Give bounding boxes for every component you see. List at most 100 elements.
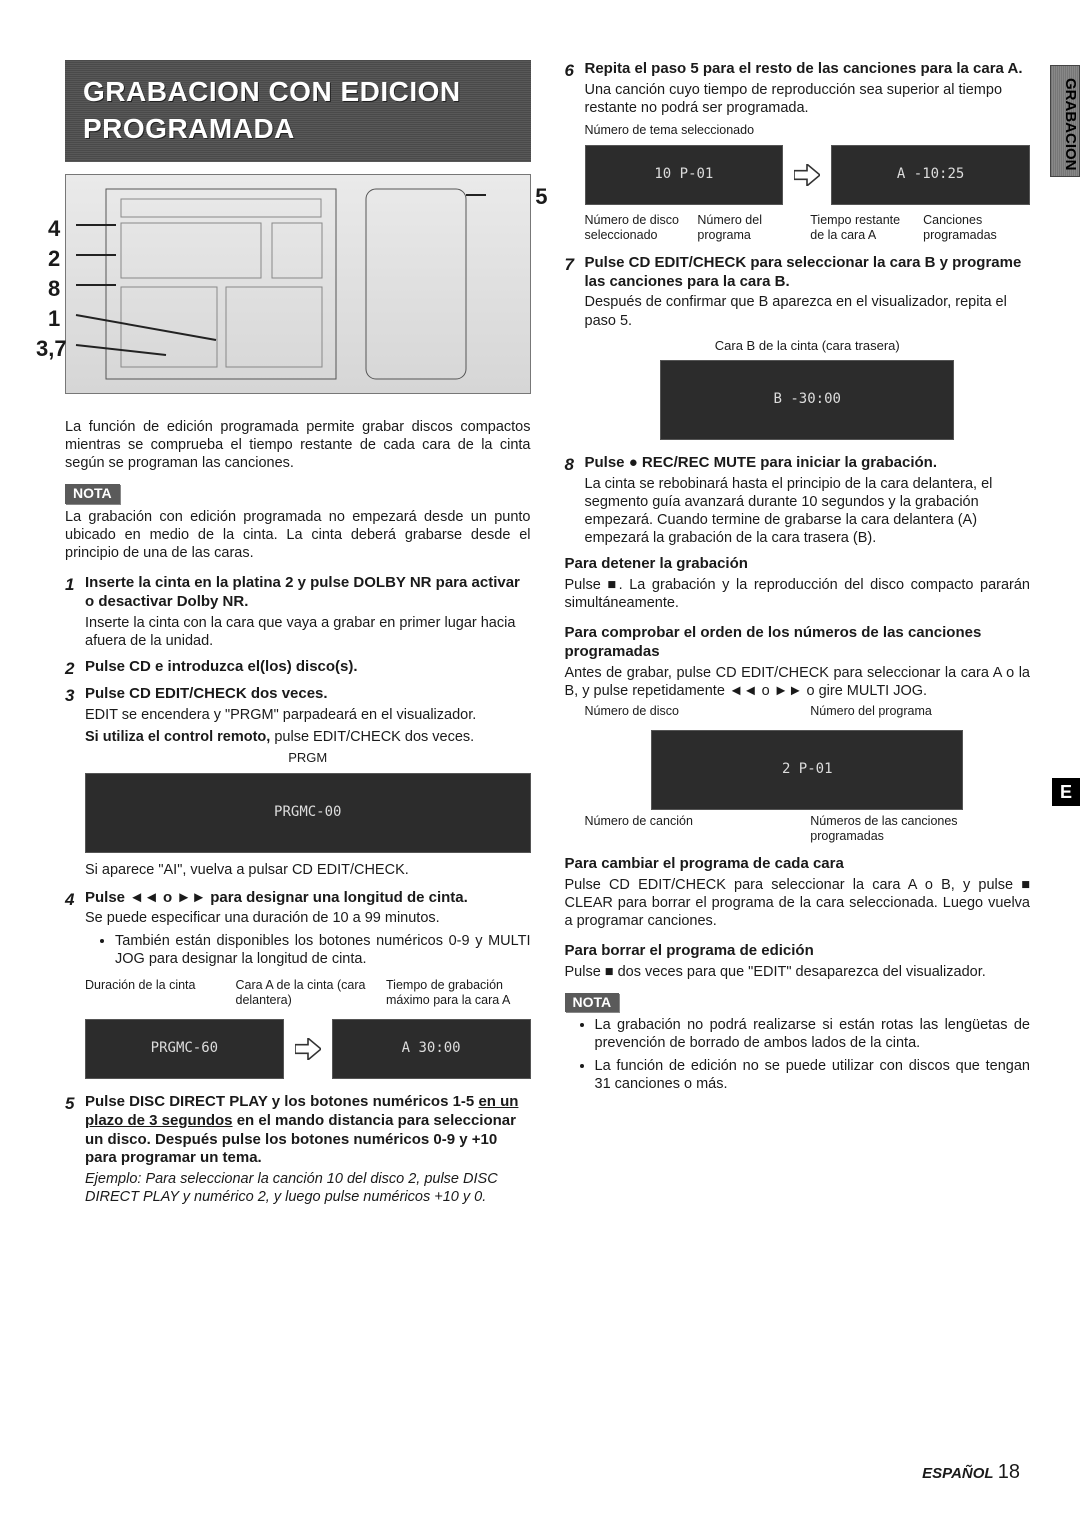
step-5-num: 5 [65, 1093, 85, 1206]
step-7: 7 Pulse CD EDIT/CHECK para seleccionar l… [565, 254, 1031, 448]
step-3-body2a: Si utiliza el control remoto, [85, 729, 270, 745]
step-4: 4 Pulse ◄◄ o ►► para designar una longit… [65, 889, 531, 1087]
step-4-body: Se puede especificar una duración de 10 … [85, 909, 531, 927]
check-cR: Número del programa [810, 704, 1030, 720]
step-5: 5 Pulse DISC DIRECT PLAY y los botones n… [65, 1093, 531, 1206]
cap-duration: Duración de la cinta [85, 978, 230, 1009]
s6-displays: 10 P-01 A -10:25 [585, 145, 1031, 205]
step-7-body: Después de confirmar que B aparezca en e… [585, 293, 1031, 329]
step-6-num: 6 [565, 60, 585, 117]
step-3: 3 Pulse CD EDIT/CHECK dos veces. EDIT se… [65, 685, 531, 882]
fb-2: La función de edición no se puede utiliz… [595, 1057, 1031, 1093]
step-6-body: Una canción cuyo tiempo de reproducción … [585, 81, 1031, 117]
step-2-num: 2 [65, 658, 85, 679]
check-caps-top: Número de disco Número del programa [585, 704, 1031, 720]
callout-8: 8 [48, 275, 60, 303]
display-check: 2 P-01 [651, 730, 963, 810]
change-body: Pulse CD EDIT/CHECK para seleccionar la … [565, 876, 1031, 930]
cap-maxtime: Tiempo de grabación máximo para la cara … [386, 978, 531, 1009]
step-8-head-b: REC/REC MUTE para iniciar la grabación. [638, 454, 937, 471]
nota-text-1: La grabación con edición programada no e… [65, 508, 531, 562]
step-5-head-a: Pulse DISC DIRECT PLAY y los botones num… [85, 1093, 478, 1110]
step-2: 2 Pulse CD e introduzca el(los) disco(s)… [65, 658, 531, 679]
hero-figure: 4 2 8 1 3,7 5 [65, 174, 531, 394]
step-8-body: La cinta se rebobinará hasta el principi… [585, 475, 1031, 548]
step-1-body: Inserte la cinta con la cara que vaya a … [85, 614, 531, 650]
step-7-head: Pulse CD EDIT/CHECK para seleccionar la … [585, 254, 1031, 292]
step-7-num: 7 [565, 254, 585, 448]
s7-cap: Cara B de la cinta (cara trasera) [585, 338, 1031, 354]
step-4-num: 4 [65, 889, 85, 1087]
step-2-head: Pulse CD e introduzca el(los) disco(s). [85, 658, 531, 677]
step-3-head: Pulse CD EDIT/CHECK dos veces. [85, 685, 531, 704]
step-8-head-a: Pulse [585, 454, 629, 471]
step-3-num: 3 [65, 685, 85, 882]
step-3-body1: EDIT se encendera y "PRGM" parpadeará en… [85, 706, 531, 724]
display-a30: A 30:00 [332, 1019, 531, 1079]
step-4-head-c: para designar una longitud de cinta. [206, 889, 468, 906]
step-5-head: Pulse DISC DIRECT PLAY y los botones num… [85, 1093, 531, 1168]
check-cBL: Número de canción [585, 814, 805, 845]
hero-svg [66, 175, 530, 393]
fwd-icon: ►► [176, 889, 206, 906]
step-8-num: 8 [565, 454, 585, 547]
nota-badge-2: NOTA [565, 993, 620, 1013]
step-6: 6 Repita el paso 5 para el resto de las … [565, 60, 1031, 117]
s6-c3: Tiempo restante de la cara A [810, 213, 917, 244]
display-c60: PRGMC-60 [85, 1019, 284, 1079]
intro-paragraph: La función de edición programada permite… [65, 418, 531, 472]
rec-icon: ● [629, 454, 638, 471]
title-line2: PROGRAMADA [83, 111, 513, 146]
step-1-head: Inserte la cinta en la platina 2 y pulse… [85, 574, 531, 612]
callout-1: 1 [48, 305, 60, 333]
step-4-head-b: o [159, 889, 177, 906]
clear-body: Pulse ■ dos veces para que "EDIT" desapa… [565, 963, 1031, 981]
display-p01: 10 P-01 [585, 145, 784, 205]
clear-head: Para borrar el programa de edición [565, 942, 1031, 961]
fb-1: La grabación no podrá realizarse si está… [595, 1016, 1031, 1052]
step-4-captions: Duración de la cinta Cara A de la cinta … [85, 978, 531, 1009]
callout-2: 2 [48, 245, 60, 273]
step-3-body2: Si utiliza el control remoto, pulse EDIT… [85, 728, 531, 746]
check-cL: Número de disco [585, 704, 805, 720]
display-prgm: PRGMC-00 [85, 773, 531, 853]
page-columns: GRABACION CON EDICION PROGRAMADA 4 2 8 1… [65, 60, 1030, 1212]
step-1: 1 Inserte la cinta en la platina 2 y pul… [65, 574, 531, 650]
footer-page: 18 [998, 1461, 1020, 1483]
step-1-num: 1 [65, 574, 85, 650]
s6-c1: Número de disco seleccionado [585, 213, 692, 244]
step-4-head: Pulse ◄◄ o ►► para designar una longitud… [85, 889, 531, 908]
step-4-bullets: También están disponibles los botones nu… [115, 932, 531, 968]
step-5-body: Ejemplo: Para seleccionar la canción 10 … [85, 1170, 531, 1206]
s6-caps: Número de disco seleccionado Número del … [585, 213, 1031, 244]
step-4-displays: PRGMC-60 A 30:00 [85, 1019, 531, 1079]
s6-cap-top: Número de tema seleccionado [585, 123, 1031, 139]
check-cBR: Números de las canciones programadas [810, 814, 1030, 845]
section-title: GRABACION CON EDICION PROGRAMADA [65, 60, 531, 162]
cap-sideA: Cara A de la cinta (cara delantera) [236, 978, 381, 1009]
change-head: Para cambiar el programa de cada cara [565, 855, 1031, 874]
arrow-right-icon [294, 1037, 322, 1061]
step-5-body-i: Ejemplo: Para seleccionar la canción 10 … [85, 1171, 498, 1205]
s6-c2: Número del programa [697, 213, 804, 244]
page-footer: ESPAÑOL 18 [922, 1460, 1020, 1485]
right-column: 6 Repita el paso 5 para el resto de las … [565, 60, 1031, 1212]
step-3-after: Si aparece "AI", vuelva a pulsar CD EDIT… [85, 861, 531, 879]
check-head: Para comprobar el orden de los números d… [565, 624, 1031, 662]
stop-body: Pulse ■. La grabación y la reproducción … [565, 576, 1031, 612]
final-bullets: La grabación no podrá realizarse si está… [595, 1016, 1031, 1093]
step-4-head-a: Pulse [85, 889, 129, 906]
stop-head: Para detener la grabación [565, 555, 1031, 574]
left-column: GRABACION CON EDICION PROGRAMADA 4 2 8 1… [65, 60, 531, 1212]
display-b30: B -30:00 [660, 360, 954, 440]
check-body: Antes de grabar, pulse CD EDIT/CHECK par… [565, 664, 1031, 700]
step-3-body2b: pulse EDIT/CHECK dos veces. [270, 729, 474, 745]
callout-4: 4 [48, 215, 60, 243]
title-line1: GRABACION CON EDICION [83, 74, 513, 109]
footer-lang: ESPAÑOL [922, 1465, 993, 1482]
step-8-head: Pulse ● REC/REC MUTE para iniciar la gra… [585, 454, 1031, 473]
callout-5: 5 [535, 183, 547, 211]
rew-icon: ◄◄ [129, 889, 159, 906]
arrow-right-icon-2 [793, 163, 821, 187]
side-tab-e: E [1052, 778, 1080, 806]
